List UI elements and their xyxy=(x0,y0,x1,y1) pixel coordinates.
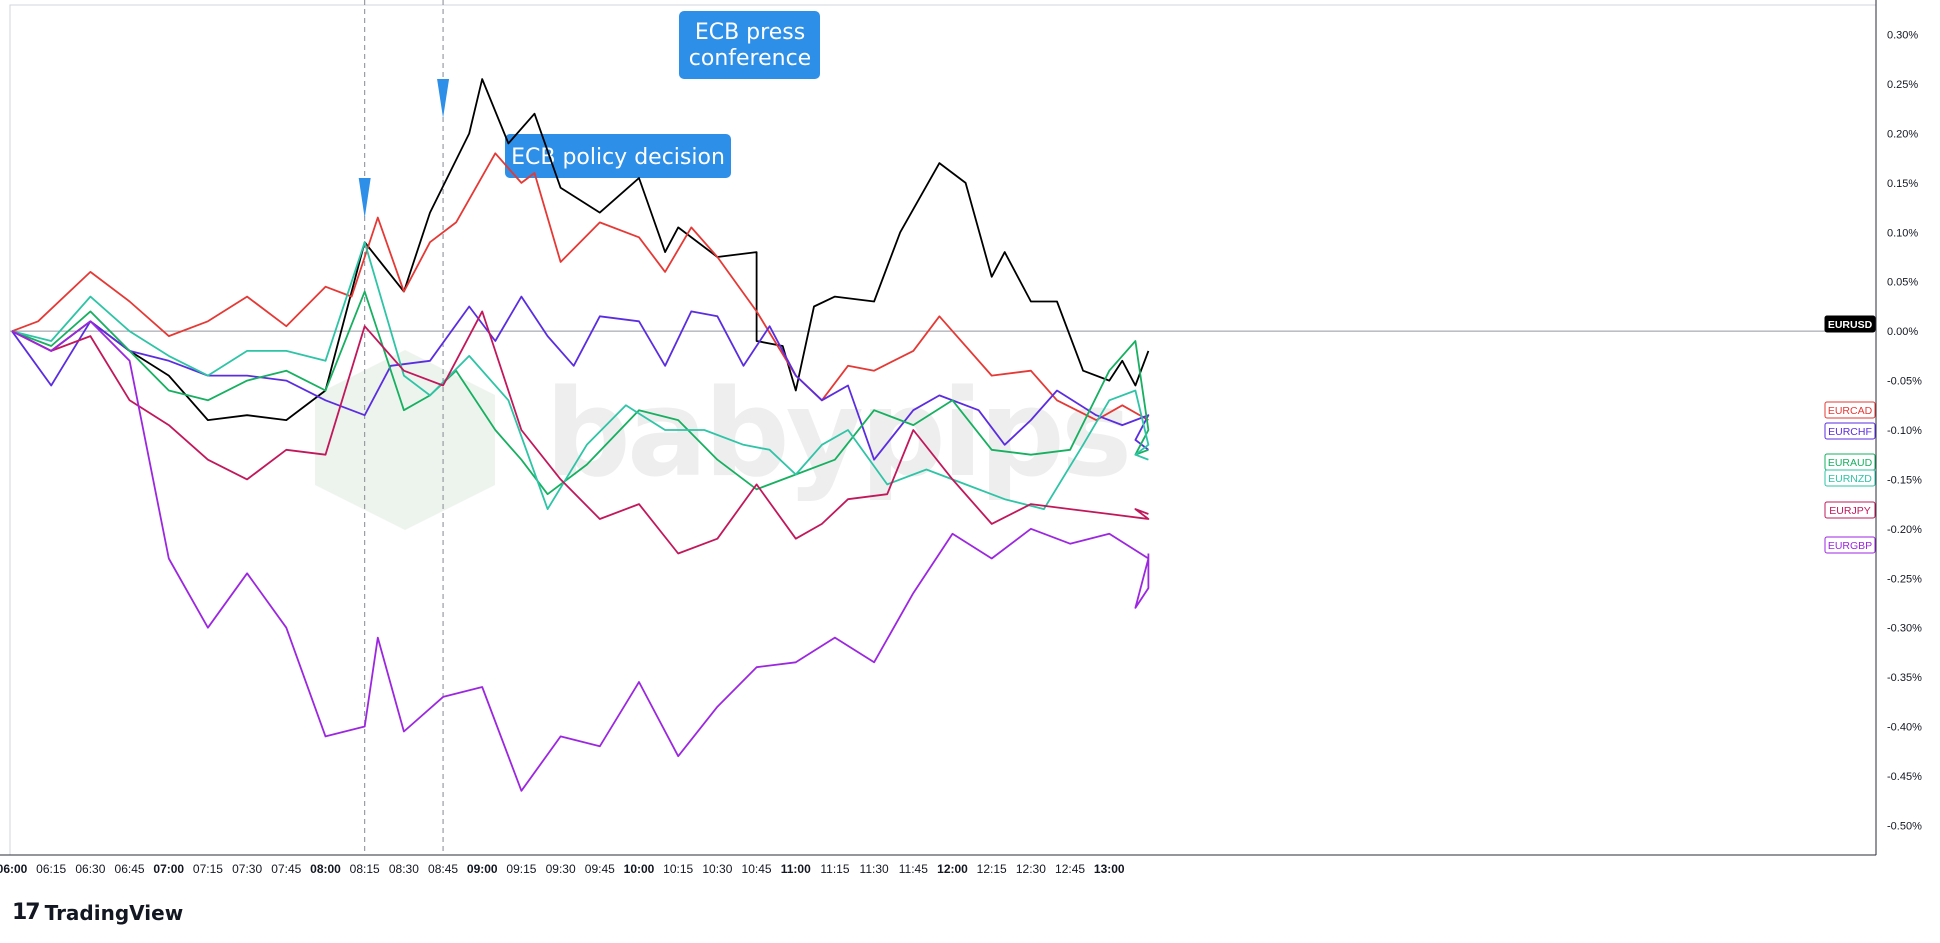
series-label: EURGBP xyxy=(1828,540,1872,552)
x-tick-label: 06:30 xyxy=(75,862,105,876)
tradingview-logo: 17 TradingView xyxy=(12,900,183,925)
x-tick-label: 06:15 xyxy=(36,862,66,876)
x-tick-label: 09:45 xyxy=(585,862,615,876)
x-tick-label: 08:15 xyxy=(350,862,380,876)
x-tick-label: 07:30 xyxy=(232,862,262,876)
y-tick-label: 0.00% xyxy=(1887,326,1918,338)
y-tick-label: -0.45% xyxy=(1887,771,1922,783)
series-label-box xyxy=(1824,401,1876,419)
y-tick-label: -0.20% xyxy=(1887,524,1922,536)
series-label-box xyxy=(1824,315,1876,333)
y-tick-label: -0.35% xyxy=(1887,672,1922,684)
callout-box xyxy=(679,11,820,79)
hexagon-logo-icon xyxy=(315,350,495,530)
series-label: EURCHF xyxy=(1828,426,1872,438)
series-line-euraud xyxy=(11,290,1150,496)
x-tick-label: 07:15 xyxy=(193,862,223,876)
y-tick-label: 0.05% xyxy=(1887,277,1918,289)
x-tick-label: 07:45 xyxy=(271,862,301,876)
y-tick-label: -0.30% xyxy=(1887,623,1922,635)
callout-box xyxy=(505,134,731,178)
y-tick-label: -0.25% xyxy=(1887,573,1922,585)
y-tick-label: -0.50% xyxy=(1887,820,1922,832)
series-label: EURJPY xyxy=(1829,505,1870,517)
y-tick-label: -0.40% xyxy=(1887,722,1922,734)
x-tick-label: 10:45 xyxy=(742,862,772,876)
x-tick-label: 08:45 xyxy=(428,862,458,876)
series-label: EURAUD xyxy=(1828,457,1873,469)
tradingview-mark-icon: 17 xyxy=(12,900,41,925)
x-tick-label: 13:00 xyxy=(1094,862,1125,876)
series-line-eurusd xyxy=(11,78,1150,422)
x-tick-label: 11:30 xyxy=(860,862,889,876)
x-tick-label: 12:30 xyxy=(1016,862,1046,876)
x-tick-label: 12:45 xyxy=(1055,862,1085,876)
plot-frame xyxy=(9,4,1877,856)
series-line-eurcad xyxy=(11,152,1149,422)
series-label-box xyxy=(1824,469,1876,487)
x-tick-label: 12:00 xyxy=(937,862,968,876)
callout-text: conference xyxy=(689,46,811,71)
series-line-eurgbp xyxy=(11,320,1150,792)
series-label-box xyxy=(1824,422,1876,440)
x-tick-label: 06:45 xyxy=(115,862,145,876)
x-tick-label: 09:00 xyxy=(467,862,498,876)
y-tick-label: 0.15% xyxy=(1887,178,1918,190)
y-tick-label: 0.30% xyxy=(1887,30,1918,42)
series-line-eurchf xyxy=(11,295,1150,461)
tradingview-name: TradingView xyxy=(44,900,184,925)
y-tick-label: -0.15% xyxy=(1887,474,1922,486)
series-label-box xyxy=(1824,501,1876,519)
callout-pointer xyxy=(358,178,371,218)
series-label: EURUSD xyxy=(1828,319,1873,331)
x-tick-label: 08:00 xyxy=(310,862,341,876)
x-tick-label: 07:00 xyxy=(153,862,184,876)
y-tick-label: 0.10% xyxy=(1887,227,1918,239)
x-tick-label: 06:00 xyxy=(0,862,28,876)
series-line-eurjpy xyxy=(11,310,1150,555)
y-tick-label: 0.25% xyxy=(1887,79,1918,91)
callout-text: ECB press xyxy=(695,20,805,45)
x-tick-label: 09:30 xyxy=(546,862,576,876)
series-line-eurnzd xyxy=(11,241,1150,511)
callout-text: ECB policy decision xyxy=(511,145,725,170)
series-label-box xyxy=(1824,536,1876,554)
x-tick-label: 11:00 xyxy=(781,862,811,876)
callout-pointer xyxy=(437,79,450,118)
y-tick-label: 0.20% xyxy=(1887,128,1918,140)
y-tick-label: -0.05% xyxy=(1887,376,1922,388)
x-tick-label: 10:00 xyxy=(624,862,655,876)
x-tick-label: 10:15 xyxy=(663,862,693,876)
x-tick-label: 11:45 xyxy=(899,862,928,876)
x-tick-label: 09:15 xyxy=(506,862,536,876)
x-tick-label: 10:30 xyxy=(702,862,732,876)
x-tick-label: 08:30 xyxy=(389,862,419,876)
series-label: EURCAD xyxy=(1828,405,1873,417)
x-tick-label: 12:15 xyxy=(977,862,1007,876)
y-tick-label: -0.10% xyxy=(1887,425,1922,437)
series-label: EURNZD xyxy=(1828,473,1872,485)
x-tick-label: 11:15 xyxy=(820,862,849,876)
